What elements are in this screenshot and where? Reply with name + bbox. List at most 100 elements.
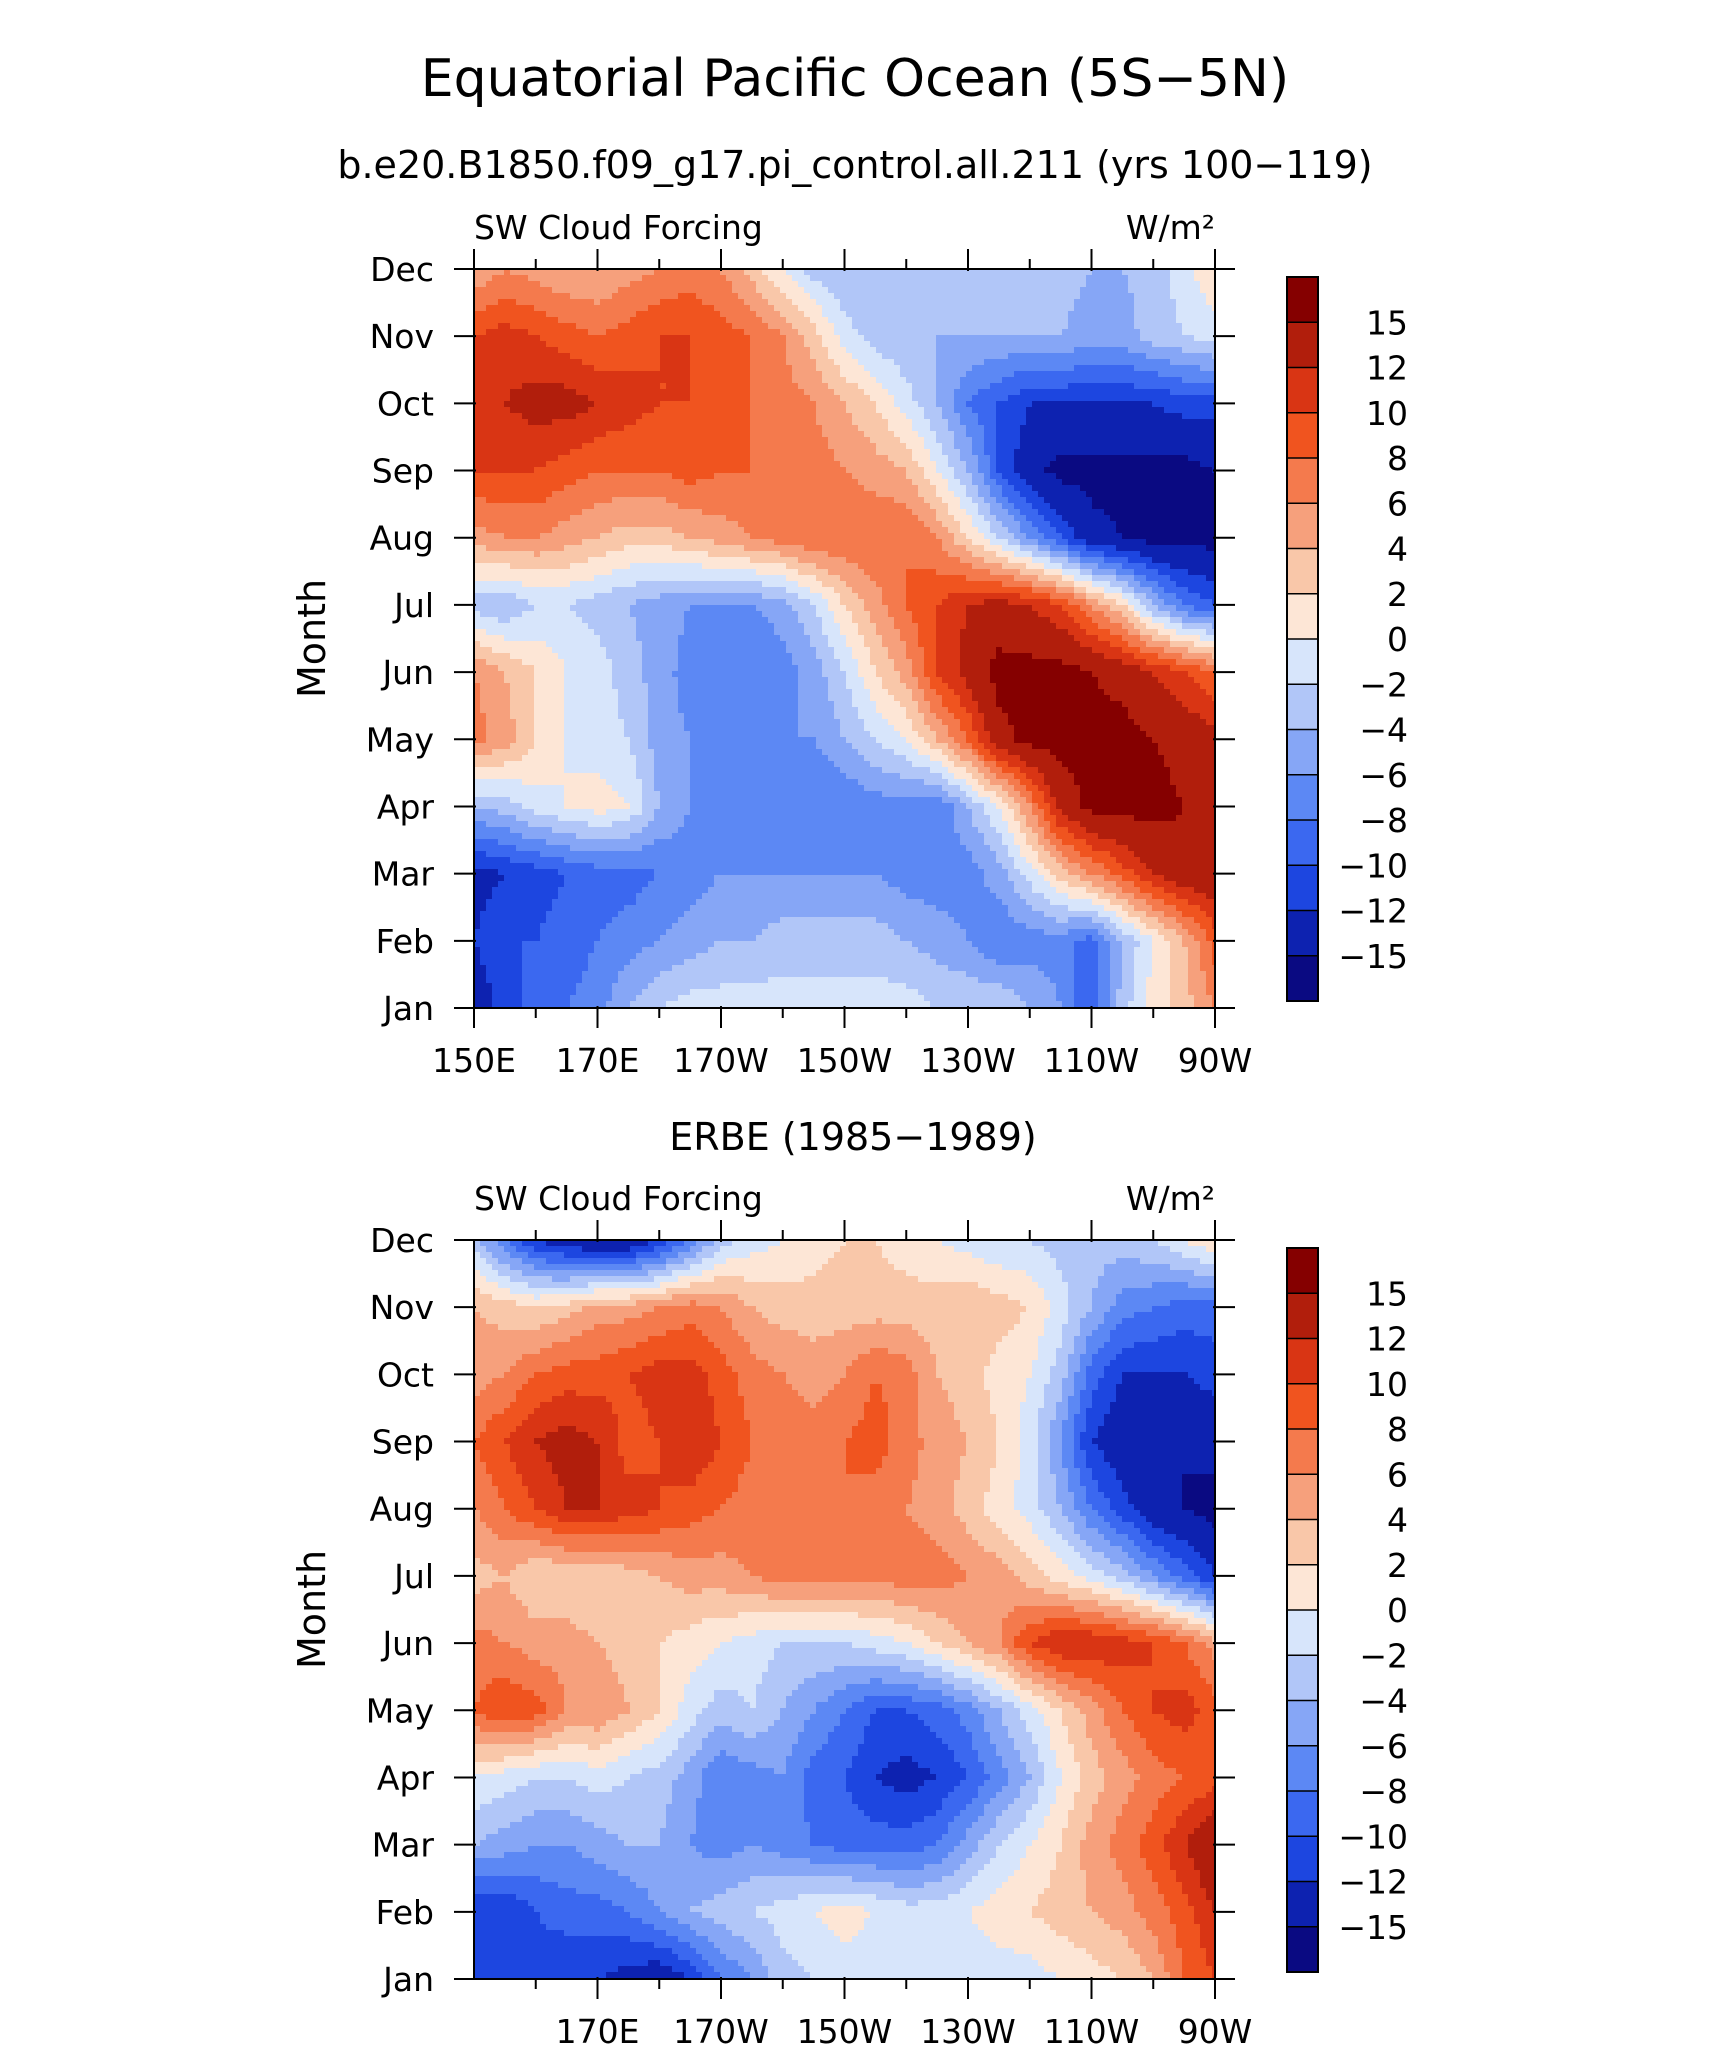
heatmap-cell [678,323,685,330]
heatmap-cell [606,437,613,444]
heatmap-cell [684,449,691,456]
heatmap-cell [996,437,1003,444]
heatmap-cell [1092,479,1099,486]
heatmap-cell [1056,425,1063,432]
heatmap-cell [1200,491,1207,498]
heatmap-cell [834,329,841,336]
heatmap-cell [1008,305,1015,312]
heatmap-cell [558,281,565,288]
heatmap-cell [546,389,553,396]
heatmap-cell [576,383,583,390]
heatmap-cell [1104,359,1111,366]
heatmap-cell [510,389,517,396]
heatmap-cell [714,377,721,384]
heatmap-cell [1026,455,1033,462]
heatmap-cell [906,293,913,300]
heatmap-cell [744,269,751,276]
heatmap-cell [1188,341,1195,348]
heatmap-cell [912,383,919,390]
heatmap-cell [894,413,901,420]
heatmap-cell [480,347,487,354]
heatmap-cell [810,281,817,288]
heatmap-cell [564,359,571,366]
heatmap-cell [678,395,685,402]
heatmap-cell [822,359,829,366]
heatmap-cell [1134,449,1141,456]
heatmap-cell [882,473,889,480]
heatmap-cell [1212,479,1215,486]
heatmap-cell [738,281,745,288]
heatmap-cell [912,365,919,372]
heatmap-cell [510,443,517,450]
heatmap-cell [720,377,727,384]
heatmap-cell [606,287,613,294]
heatmap-cell [876,305,883,312]
heatmap-cell [594,419,601,426]
heatmap-cell [840,389,847,396]
heatmap-cell [858,269,865,276]
heatmap-cell [1128,335,1135,342]
heatmap-cell [1170,407,1177,414]
heatmap-cell [624,293,631,300]
heatmap-cell [1092,269,1099,276]
heatmap-cell [588,431,595,438]
heatmap-cell [918,383,925,390]
heatmap-cell [1110,491,1117,498]
heatmap-cell [972,389,979,396]
heatmap-cell [1194,341,1201,348]
heatmap-cell [822,419,829,426]
heatmap-cell [1068,407,1075,414]
heatmap-cell [606,401,613,408]
heatmap-cell [474,473,481,480]
heatmap-cell [1140,455,1147,462]
heatmap-cell [1176,377,1183,384]
heatmap-cell [1020,431,1027,438]
heatmap-cell [492,407,499,414]
heatmap-cell [954,479,961,486]
heatmap-cell [750,269,757,276]
heatmap-cell [690,413,697,420]
heatmap-cell [1110,443,1117,450]
heatmap-cell [750,329,757,336]
heatmap-cell [888,389,895,396]
heatmap-cell [738,455,745,462]
heatmap-cell [870,479,877,486]
heatmap-cell [780,305,787,312]
heatmap-cell [876,407,883,414]
heatmap-cell [738,353,745,360]
heatmap-cell [672,311,679,318]
heatmap-cell [570,401,577,408]
heatmap-cell [690,305,697,312]
heatmap-cell [576,371,583,378]
heatmap-cell [834,443,841,450]
heatmap-cell [486,305,493,312]
heatmap-cell [1044,491,1051,498]
heatmap-cell [1110,353,1117,360]
heatmap-cell [744,443,751,450]
heatmap-cell [1020,287,1027,294]
heatmap-cell [1002,419,1009,426]
heatmap-cell [732,347,739,354]
heatmap-cell [522,491,529,498]
heatmap-cell [708,437,715,444]
heatmap-cell [492,461,499,468]
heatmap-cell [822,497,829,504]
heatmap-cell [576,503,583,510]
heatmap-cell [1092,323,1099,330]
heatmap-cell [708,473,715,480]
heatmap-cell [690,431,697,438]
heatmap-cell [492,473,499,480]
heatmap-cell [1176,449,1183,456]
heatmap-cell [708,443,715,450]
heatmap-cell [1086,353,1093,360]
heatmap-cell [522,383,529,390]
heatmap-cell [606,455,613,462]
heatmap-cell [738,323,745,330]
heatmap-cell [1008,377,1015,384]
heatmap-cell [954,473,961,480]
heatmap-cell [762,497,769,504]
heatmap-cell [474,395,481,402]
heatmap-cell [660,455,667,462]
heatmap-cell [582,335,589,342]
heatmap-cell [570,353,577,360]
